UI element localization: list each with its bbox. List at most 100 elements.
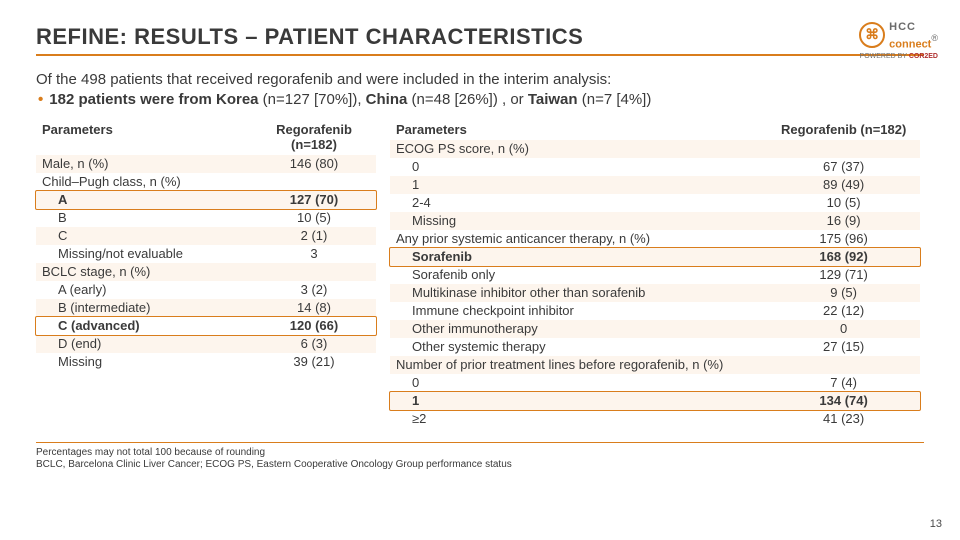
row-value [252, 173, 376, 191]
table-row: Multikinase inhibitor other than sorafen… [390, 284, 920, 302]
row-label: 2-4 [390, 194, 767, 212]
row-value: 175 (96) [767, 230, 920, 248]
logo-connect: connect [889, 38, 931, 50]
table-row: Missing/not evaluable3 [36, 245, 376, 263]
table-row: Child–Pugh class, n (%) [36, 173, 376, 191]
row-value: 0 [767, 320, 920, 338]
row-label: 1 [390, 392, 767, 410]
page-number: 13 [930, 518, 942, 530]
footnote: Percentages may not total 100 because of… [36, 442, 924, 471]
row-label: Sorafenib only [390, 266, 767, 284]
table-row: 2-410 (5) [390, 194, 920, 212]
table-row: Any prior systemic anticancer therapy, n… [390, 230, 920, 248]
table-row: BCLC stage, n (%) [36, 263, 376, 281]
table-row: 067 (37) [390, 158, 920, 176]
row-value [767, 140, 920, 158]
row-value: 9 (5) [767, 284, 920, 302]
row-label: A [36, 191, 252, 209]
right-table: Parameters Regorafenib (n=182) ECOG PS s… [390, 119, 920, 428]
row-label: Immune checkpoint inhibitor [390, 302, 767, 320]
table-row: Other immunotherapy0 [390, 320, 920, 338]
row-value: 10 (5) [767, 194, 920, 212]
row-value: 67 (37) [767, 158, 920, 176]
page-title: REFINE: RESULTS – PATIENT CHARACTERISTIC… [36, 24, 924, 50]
logo-icon: ⌘ [859, 22, 885, 48]
row-value: 168 (92) [767, 248, 920, 266]
table-row: 07 (4) [390, 374, 920, 392]
row-value [767, 356, 920, 374]
table-row: 189 (49) [390, 176, 920, 194]
row-value: 2 (1) [252, 227, 376, 245]
logo: ⌘ HCC connect® POWERED BY COR2ED [859, 18, 938, 60]
table-row: 1134 (74) [390, 392, 920, 410]
row-label: Male, n (%) [36, 155, 252, 173]
row-value: 3 [252, 245, 376, 263]
table-row: Sorafenib168 (92) [390, 248, 920, 266]
row-label: Child–Pugh class, n (%) [36, 173, 252, 191]
row-label: ECOG PS score, n (%) [390, 140, 767, 158]
table-row: ≥241 (23) [390, 410, 920, 428]
row-label: Number of prior treatment lines before r… [390, 356, 767, 374]
row-label: 0 [390, 158, 767, 176]
table-row: C (advanced)120 (66) [36, 317, 376, 335]
row-value: 14 (8) [252, 299, 376, 317]
logo-sub: POWERED BY COR2ED [859, 53, 938, 60]
row-label: Missing [36, 353, 252, 371]
th-params: Parameters [36, 119, 252, 155]
table-row: Number of prior treatment lines before r… [390, 356, 920, 374]
th-regorafenib: Regorafenib (n=182) [767, 119, 920, 140]
table-row: B10 (5) [36, 209, 376, 227]
logo-hcc: HCC [889, 21, 916, 33]
table-row: A127 (70) [36, 191, 376, 209]
intro-text: Of the 498 patients that received regora… [36, 70, 924, 111]
row-value: 39 (21) [252, 353, 376, 371]
row-label: Missing [390, 212, 767, 230]
row-label: Multikinase inhibitor other than sorafen… [390, 284, 767, 302]
row-value: 41 (23) [767, 410, 920, 428]
table-row: Immune checkpoint inhibitor22 (12) [390, 302, 920, 320]
table-row: Other systemic therapy27 (15) [390, 338, 920, 356]
row-label: 1 [390, 176, 767, 194]
row-value: 7 (4) [767, 374, 920, 392]
row-value: 3 (2) [252, 281, 376, 299]
tables-area: Parameters Regorafenib(n=182) Male, n (%… [36, 119, 924, 428]
row-label: Other systemic therapy [390, 338, 767, 356]
row-label: Missing/not evaluable [36, 245, 252, 263]
row-value: 134 (74) [767, 392, 920, 410]
table-row: ECOG PS score, n (%) [390, 140, 920, 158]
row-value: 10 (5) [252, 209, 376, 227]
table-row: Male, n (%)146 (80) [36, 155, 376, 173]
table-row: C2 (1) [36, 227, 376, 245]
row-label: Sorafenib [390, 248, 767, 266]
row-value: 6 (3) [252, 335, 376, 353]
row-value: 89 (49) [767, 176, 920, 194]
row-label: Any prior systemic anticancer therapy, n… [390, 230, 767, 248]
th-params: Parameters [390, 119, 767, 140]
row-label: D (end) [36, 335, 252, 353]
left-table-wrap: Parameters Regorafenib(n=182) Male, n (%… [36, 119, 376, 428]
table-row: Missing39 (21) [36, 353, 376, 371]
table-row: B (intermediate)14 (8) [36, 299, 376, 317]
row-value [252, 263, 376, 281]
row-value: 146 (80) [252, 155, 376, 173]
row-label: A (early) [36, 281, 252, 299]
row-label: C [36, 227, 252, 245]
row-value: 127 (70) [252, 191, 376, 209]
row-value: 27 (15) [767, 338, 920, 356]
row-value: 120 (66) [252, 317, 376, 335]
table-row: Sorafenib only129 (71) [390, 266, 920, 284]
right-table-wrap: Parameters Regorafenib (n=182) ECOG PS s… [390, 119, 920, 428]
row-label: ≥2 [390, 410, 767, 428]
th-regorafenib: Regorafenib(n=182) [252, 119, 376, 155]
row-value: 22 (12) [767, 302, 920, 320]
row-label: B (intermediate) [36, 299, 252, 317]
table-row: D (end)6 (3) [36, 335, 376, 353]
row-label: 0 [390, 374, 767, 392]
row-label: B [36, 209, 252, 227]
row-label: BCLC stage, n (%) [36, 263, 252, 281]
row-label: C (advanced) [36, 317, 252, 335]
title-rule [36, 54, 924, 56]
row-value: 16 (9) [767, 212, 920, 230]
row-label: Other immunotherapy [390, 320, 767, 338]
row-value: 129 (71) [767, 266, 920, 284]
